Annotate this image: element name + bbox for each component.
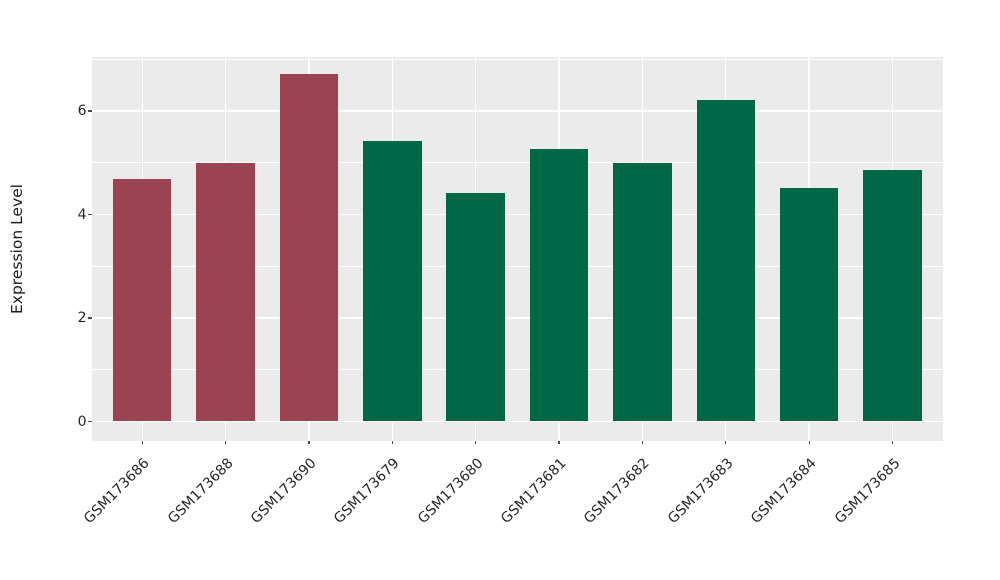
bar-GSM173688 — [196, 162, 255, 422]
gridline-h-major-0 — [92, 420, 943, 423]
bar-GSM173682 — [613, 162, 672, 422]
x-tick-mark-GSM173688 — [224, 440, 227, 445]
y-tick-label-6: 6 — [77, 103, 87, 120]
x-tick-mark-GSM173681 — [558, 440, 560, 445]
x-tick-mark-GSM173683 — [725, 440, 727, 445]
gridline-h-minor-3 — [92, 265, 943, 267]
y-axis-label: Expression Level — [8, 184, 26, 314]
bar-GSM173686 — [113, 179, 172, 422]
x-tick-mark-GSM173685 — [891, 440, 894, 445]
bar-GSM173690 — [279, 73, 339, 422]
y-tick-mark-4 — [88, 213, 92, 216]
x-tick-mark-GSM173682 — [641, 440, 644, 445]
y-tick-label-4: 4 — [77, 206, 87, 223]
bar-GSM173683 — [696, 100, 755, 422]
gridline-h-major-6 — [92, 110, 943, 112]
bar-GSM173681 — [529, 149, 589, 422]
bar-GSM173684 — [779, 188, 839, 422]
gridline-h-minor-1 — [92, 369, 943, 371]
x-tick-mark-GSM173680 — [475, 440, 477, 445]
bar-GSM173679 — [363, 140, 422, 422]
x-tick-mark-GSM173684 — [808, 440, 810, 445]
gridline-h-minor-5 — [92, 162, 943, 164]
x-tick-mark-GSM173686 — [141, 440, 143, 445]
y-tick-label-0: 0 — [77, 413, 87, 430]
x-tick-mark-GSM173679 — [391, 440, 393, 445]
y-tick-label-2: 2 — [77, 310, 87, 327]
gridline-h-major-4 — [92, 213, 943, 216]
gridline-h-minor-7 — [92, 58, 943, 60]
bar-GSM173680 — [446, 192, 505, 422]
y-tick-mark-6 — [88, 110, 92, 112]
bar-GSM173685 — [863, 170, 922, 422]
gridline-h-major-2 — [92, 317, 943, 319]
y-tick-mark-2 — [88, 317, 92, 319]
x-tick-mark-GSM173690 — [308, 440, 310, 445]
y-tick-mark-0 — [88, 420, 92, 423]
plot-area — [92, 57, 943, 441]
